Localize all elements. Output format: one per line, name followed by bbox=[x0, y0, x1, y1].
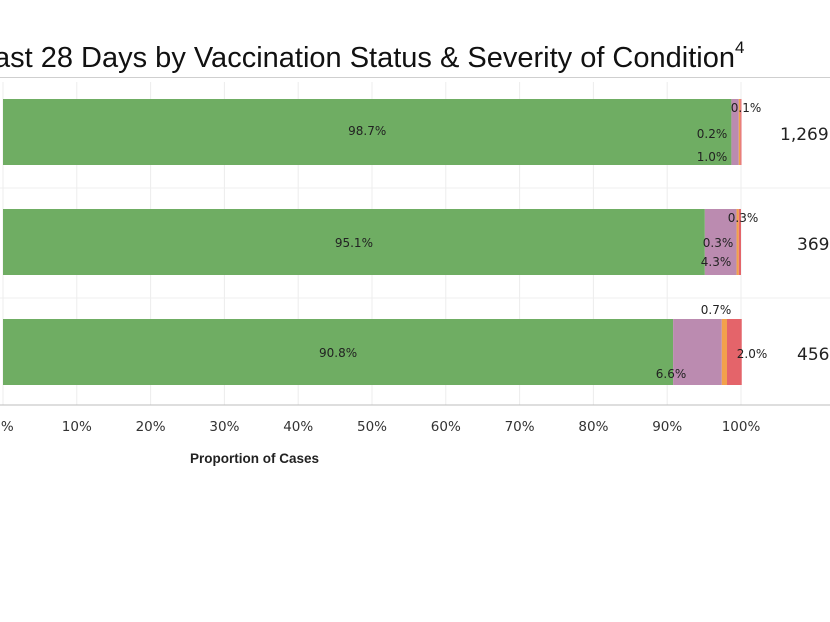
bar-segment-r2-s1 bbox=[673, 319, 722, 385]
x-tick-label: 90% bbox=[652, 419, 682, 435]
data-label: 0.3% bbox=[703, 236, 734, 250]
bar-segment-r1-s0 bbox=[3, 209, 705, 275]
bar-segment-r2-s0 bbox=[3, 319, 674, 385]
bar-segment-r1-s3 bbox=[738, 209, 741, 275]
row-total-label: 369 bbox=[797, 235, 829, 255]
data-label: 90.8% bbox=[319, 346, 357, 360]
x-tick-label: 60% bbox=[431, 419, 461, 435]
bar-segment-r0-s0 bbox=[3, 99, 732, 165]
bar-segment-r1-s1 bbox=[704, 209, 737, 275]
x-tick-label: 20% bbox=[136, 419, 166, 435]
chart-top-border bbox=[0, 77, 830, 78]
data-label: 6.6% bbox=[656, 367, 687, 381]
x-axis-ticks: 0% 10% 20% 30% 40% 50% 60% 70% 80% 90% 100% bbox=[0, 419, 760, 435]
x-tick-label: 100% bbox=[722, 419, 761, 435]
chart-title-footnote: 4 bbox=[734, 38, 745, 57]
x-tick-label: 10% bbox=[62, 419, 92, 435]
value-labels: 98.7% 1.0% 0.2%0.1% 1,269 95.1% 4.3% 0.3% 0.3% 3… bbox=[319, 101, 829, 381]
data-label: 0.1% bbox=[731, 101, 762, 115]
data-label: 95.1% bbox=[335, 236, 373, 250]
data-label: 4.3% bbox=[701, 255, 732, 269]
x-tick-label: 70% bbox=[505, 419, 535, 435]
chart-title: ast 28 Days by Vaccination Status & Seve… bbox=[0, 38, 744, 75]
data-label: 2.0% bbox=[737, 347, 768, 361]
x-tick-label: 40% bbox=[283, 419, 313, 435]
bar-segment-r0-s3 bbox=[740, 99, 742, 165]
chart-title-text: ast 28 Days by Vaccination Status & Seve… bbox=[0, 42, 735, 74]
data-label: 1.0% bbox=[697, 150, 728, 164]
x-tick-label: 50% bbox=[357, 419, 387, 435]
x-tick-label: 80% bbox=[578, 419, 608, 435]
x-axis-label: Proportion of Cases bbox=[190, 451, 320, 466]
data-label: 98.7% bbox=[348, 124, 386, 138]
bar-segment-r2-s2 bbox=[721, 319, 727, 385]
bar-segment-r2-s3 bbox=[726, 319, 742, 385]
x-tick-label: 30% bbox=[209, 419, 239, 435]
bars bbox=[3, 99, 742, 385]
row-total-label: 1,269 bbox=[780, 125, 829, 145]
bar-segment-r1-s2 bbox=[736, 209, 739, 275]
bar-segment-r0-s2 bbox=[738, 99, 741, 165]
x-tick-label: 0% bbox=[0, 419, 14, 435]
bar-segment-r0-s1 bbox=[731, 99, 739, 165]
data-label: 0.7% bbox=[701, 303, 732, 317]
row-total-label: 456 bbox=[797, 345, 829, 365]
stacked-bar-chart: 98.7% 1.0% 0.2%0.1% 1,269 95.1% 4.3% 0.3% 0.3% 3… bbox=[0, 82, 830, 435]
data-label: 0.2% bbox=[697, 127, 728, 141]
data-label: 0.3% bbox=[728, 211, 759, 225]
